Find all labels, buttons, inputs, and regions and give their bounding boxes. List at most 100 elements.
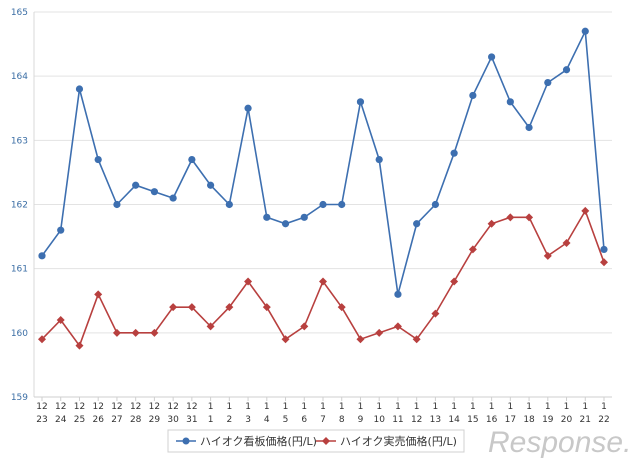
x-tick-label-day: 2 (226, 415, 232, 425)
series-2-point (281, 335, 290, 344)
series-1-point (207, 181, 215, 189)
series-2-point (506, 213, 515, 222)
series-1-point (431, 200, 439, 209)
series-1-point (263, 213, 271, 221)
x-tick-label-month: 1 (395, 402, 401, 412)
series-1-point (57, 226, 65, 234)
series-1-point (319, 200, 327, 209)
series-1-point (225, 200, 233, 209)
x-tick-label-day: 21 (580, 415, 591, 425)
series-1-point (469, 91, 477, 100)
series-1-point (281, 220, 290, 228)
legend-marker-series-1 (182, 437, 190, 445)
x-tick-label-month: 12 (149, 402, 160, 412)
x-tick-label-month: 1 (414, 402, 420, 412)
x-tick-label-day: 17 (505, 415, 516, 425)
x-tick-label-day: 13 (430, 415, 441, 425)
x-tick-label-month: 1 (545, 402, 551, 412)
y-tick-label: 162 (11, 201, 28, 211)
x-tick-label-month: 12 (130, 402, 141, 412)
y-tick-label: 164 (11, 72, 28, 82)
series-2-point (131, 328, 140, 337)
series-1-point (169, 194, 177, 202)
x-tick-label-day: 18 (523, 415, 535, 425)
x-tick-label-month: 1 (601, 402, 607, 412)
x-axis: 1223122412251226122712281229123012311112… (36, 397, 610, 425)
series-2-point (412, 335, 421, 344)
series-1-point (450, 149, 458, 157)
x-tick-label-day: 1 (208, 415, 214, 425)
x-tick-label-day: 28 (130, 415, 142, 425)
x-tick-label-month: 1 (320, 402, 326, 412)
x-tick-label-day: 29 (149, 415, 161, 425)
series-2-point (169, 303, 178, 312)
x-tick-label-day: 7 (320, 415, 326, 425)
x-tick-label-day: 3 (245, 415, 251, 425)
series-1-point (75, 85, 84, 93)
legend-marker-series-2 (322, 437, 330, 445)
series-2-point (38, 335, 46, 344)
series-2-point (356, 335, 365, 344)
series-1-point (488, 53, 496, 61)
y-axis: 159 160 161 162 163 164 165 (11, 8, 28, 403)
x-tick-label-day: 15 (467, 415, 478, 425)
series-1-point (300, 213, 308, 221)
series-2-point (468, 245, 477, 254)
response-watermark: Response. (488, 426, 631, 459)
series-1-point (506, 98, 514, 106)
x-tick-label-day: 23 (36, 415, 47, 425)
x-tick-label-month: 12 (111, 402, 122, 412)
series-2-point (112, 328, 121, 337)
x-tick-label-day: 4 (264, 415, 270, 425)
legend-label-series-1: ハイオク看板価格(円/L) (200, 434, 317, 448)
y-tick-label: 160 (11, 329, 28, 339)
x-tick-label-day: 31 (186, 415, 197, 425)
legend: ハイオク看板価格(円/L) ハイオク実売価格(円/L) (167, 429, 465, 453)
series-2-point (75, 341, 84, 350)
x-tick-label-month: 1 (245, 402, 251, 412)
series-2-point (187, 303, 196, 312)
x-tick-label-day: 6 (301, 415, 307, 425)
series-1-point (581, 27, 589, 35)
x-tick-label-month: 1 (264, 402, 270, 412)
x-tick-label-day: 16 (486, 415, 498, 425)
series-1-point (413, 220, 421, 228)
x-tick-label-day: 14 (448, 415, 460, 425)
series-2-point (319, 277, 327, 286)
x-tick-label-month: 12 (186, 402, 197, 412)
series-2-point (543, 251, 552, 260)
x-tick-label-month: 1 (376, 402, 382, 412)
x-tick-label-day: 10 (373, 415, 385, 425)
x-tick-label-month: 12 (36, 402, 47, 412)
series-2-point (56, 316, 65, 324)
x-tick-label-day: 9 (358, 415, 364, 425)
x-tick-label-day: 5 (283, 415, 289, 425)
x-tick-label-day: 20 (561, 415, 573, 425)
series-1-point (562, 66, 571, 74)
series-2-point (393, 322, 402, 331)
series-2-point (600, 258, 608, 267)
x-tick-label-month: 12 (92, 402, 103, 412)
series-2-point (150, 328, 159, 337)
series-1-point (244, 104, 252, 112)
x-tick-label-month: 1 (283, 402, 289, 412)
series-2-point (450, 277, 459, 286)
x-tick-label-month: 1 (582, 402, 588, 412)
series-2-point (581, 206, 590, 215)
legend-label-series-2: ハイオク実売価格(円/L) (340, 434, 457, 448)
series-2-point (225, 303, 234, 312)
series-layer (38, 27, 608, 350)
x-tick-label-month: 12 (74, 402, 85, 412)
x-tick-label-day: 11 (392, 415, 403, 425)
series-1-point (338, 200, 346, 209)
x-tick-label-month: 1 (526, 402, 532, 412)
x-tick-label-month: 1 (507, 402, 513, 412)
series-1-line (41, 28, 605, 295)
series-2-point (244, 277, 253, 286)
x-tick-label-month: 1 (301, 402, 307, 412)
y-tick-label: 163 (11, 136, 28, 146)
series-2-point (300, 322, 309, 331)
x-tick-label-month: 1 (339, 402, 345, 412)
x-tick-label-day: 26 (92, 415, 104, 425)
